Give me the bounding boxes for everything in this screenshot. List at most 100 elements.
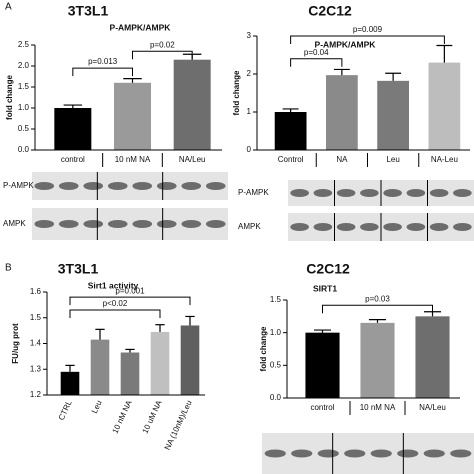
blot-band [58, 220, 79, 228]
blot-band [34, 182, 55, 190]
y-tick-label: 1.5 [270, 295, 282, 304]
chart-title: C2C12 [308, 3, 352, 19]
y-tick-label: 3 [247, 31, 252, 40]
chart-title: 3T3L1 [68, 3, 109, 19]
blot-band [336, 189, 356, 197]
blot-band [450, 449, 472, 458]
significance-label: p=0.001 [115, 286, 145, 295]
y-tick-label: 1.6 [30, 287, 42, 296]
blot-band [423, 449, 445, 458]
x-tick-label: NA/Leu [419, 403, 446, 412]
blot-band [313, 223, 333, 231]
y-axis-label: fold change [5, 75, 14, 120]
blot-band [397, 449, 419, 458]
blot-band [291, 449, 313, 458]
blot-band [406, 189, 426, 197]
y-tick-label: 0.5 [18, 124, 30, 133]
chart-title: 3T3L1 [58, 261, 99, 277]
y-tick-label: 1.2 [30, 390, 42, 399]
bar [90, 339, 110, 395]
blot-band [406, 223, 426, 231]
y-tick-label: 2.0 [18, 61, 30, 70]
y-tick-label: 1.3 [30, 364, 42, 373]
blot-band [383, 223, 402, 231]
panel-label: B [5, 263, 12, 274]
blot-band [344, 449, 366, 458]
significance-label: p=0.009 [353, 25, 383, 34]
y-tick-label: 0.0 [270, 393, 282, 402]
x-tick-label: control [61, 155, 85, 164]
blot-band [34, 220, 55, 228]
significance-label: p=0.04 [304, 48, 329, 57]
bar [305, 332, 340, 398]
blot-label: AMPK [238, 222, 261, 231]
blot-band [83, 182, 104, 190]
y-tick-label: 0.0 [18, 145, 30, 154]
x-tick-label: Leu [386, 155, 399, 164]
y-tick-label: 2 [247, 69, 252, 78]
significance-bracket [69, 309, 161, 319]
bar [415, 316, 450, 398]
y-tick-label: 1.5 [30, 313, 42, 322]
blot-band [429, 189, 449, 197]
bar [325, 75, 358, 150]
y-tick-label: 1.5 [18, 82, 30, 91]
bar [360, 322, 395, 398]
y-axis-label: fold change [232, 70, 241, 115]
blot-band [156, 182, 177, 190]
bar [54, 108, 92, 150]
blot-band [107, 182, 128, 190]
x-tick-label: Control [278, 155, 304, 164]
blot-band [290, 189, 309, 197]
blot-band [156, 220, 177, 228]
y-tick-label: 0.5 [270, 360, 282, 369]
blot-band [453, 223, 472, 231]
chart-subtitle: P-AMPK/AMPK [110, 22, 172, 32]
bar [428, 62, 461, 150]
blot-band [132, 220, 153, 228]
blot-band [360, 223, 379, 231]
bar [60, 371, 80, 395]
significance-bracket [290, 35, 445, 44]
blot-band [317, 449, 339, 458]
x-tick-label: NA [336, 155, 348, 164]
bar [180, 325, 200, 395]
significance-label: p=0.02 [150, 40, 175, 49]
chart-subtitle: SIRT1 [313, 283, 337, 293]
y-tick-label: 1.0 [270, 328, 282, 337]
blot-band [132, 182, 153, 190]
significance-bracket [322, 304, 433, 314]
blot-band [181, 182, 202, 190]
significance-bracket [69, 296, 191, 306]
blot-band [205, 220, 226, 228]
blot-band [107, 220, 128, 228]
bar [173, 59, 211, 151]
chart-subtitle: Sirt1 activity [88, 280, 139, 290]
bar [114, 82, 151, 150]
blot-band [453, 189, 472, 197]
blot-band [336, 223, 356, 231]
x-tick-label: NA-Leu [431, 155, 458, 164]
bar [377, 80, 410, 150]
blot-band [83, 220, 104, 228]
x-tick-label: control [310, 403, 334, 412]
blot-band [181, 220, 202, 228]
y-tick-label: 0 [247, 145, 252, 154]
significance-label: p<0.02 [103, 299, 128, 308]
blot-band [429, 223, 449, 231]
blot-label: P-AMPK [238, 188, 269, 197]
blot-band [205, 182, 226, 190]
chart-subtitle: P-AMPK/AMPK [315, 39, 377, 49]
significance-label: p=0.03 [365, 294, 390, 303]
bar [274, 112, 307, 150]
bar [150, 331, 170, 395]
blot-band [313, 189, 333, 197]
blot-band [360, 189, 379, 197]
chart-title: C2C12 [306, 261, 350, 277]
y-tick-label: 1.4 [30, 339, 42, 348]
significance-bracket [72, 67, 133, 77]
blot-band [290, 223, 309, 231]
blot-band [58, 182, 79, 190]
blot-band [264, 449, 286, 458]
